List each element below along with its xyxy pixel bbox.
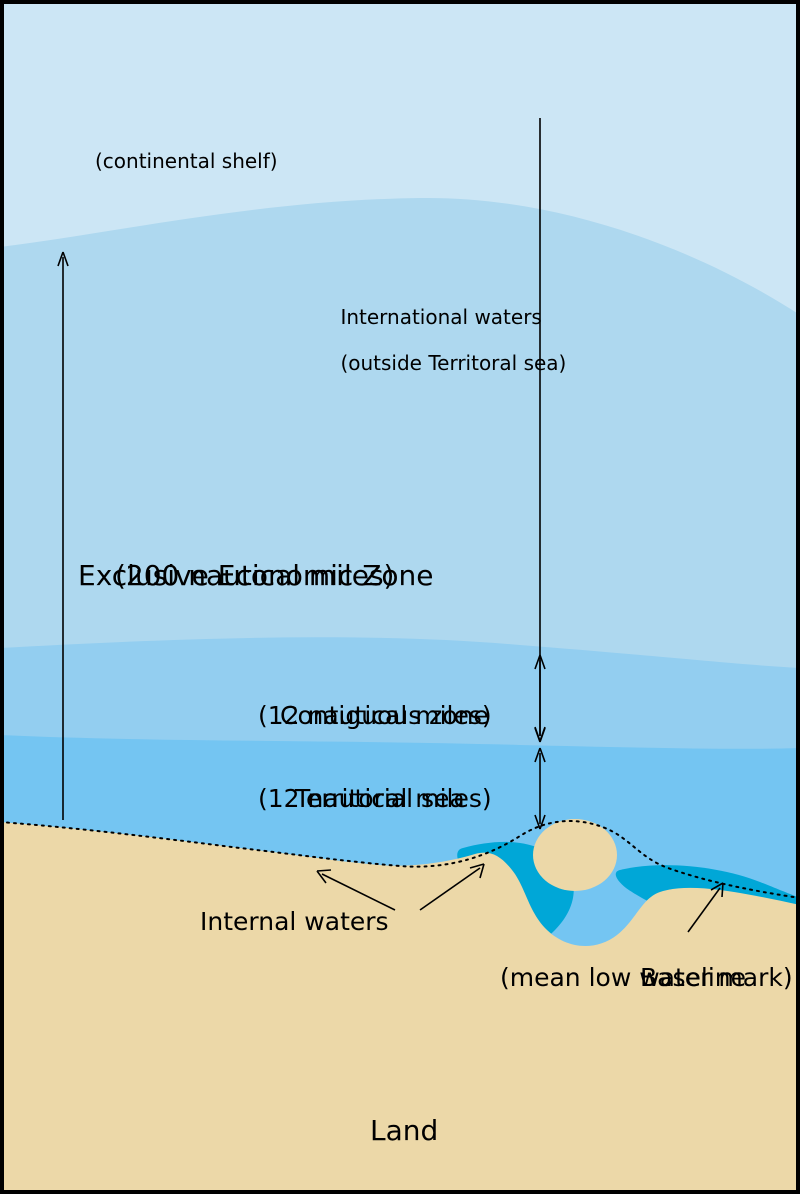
label-continental-shelf: (continental shelf) <box>95 150 278 173</box>
maritime-zones-diagram: (continental shelf) International waters… <box>0 0 800 1194</box>
label-eez: Exclusive Economic Zone (200 nautical mi… <box>0 528 36 689</box>
label-international-waters: International waters (outside Territoral… <box>315 283 566 398</box>
label-land: Land <box>370 1115 438 1147</box>
label-internal-waters: Internal waters <box>200 908 389 937</box>
label-territorial: Territorial sea (12 nautical miles) <box>0 756 32 900</box>
label-baseline: Baseline (mean low water mark) <box>0 935 32 1079</box>
diagram-svg <box>0 0 800 1194</box>
